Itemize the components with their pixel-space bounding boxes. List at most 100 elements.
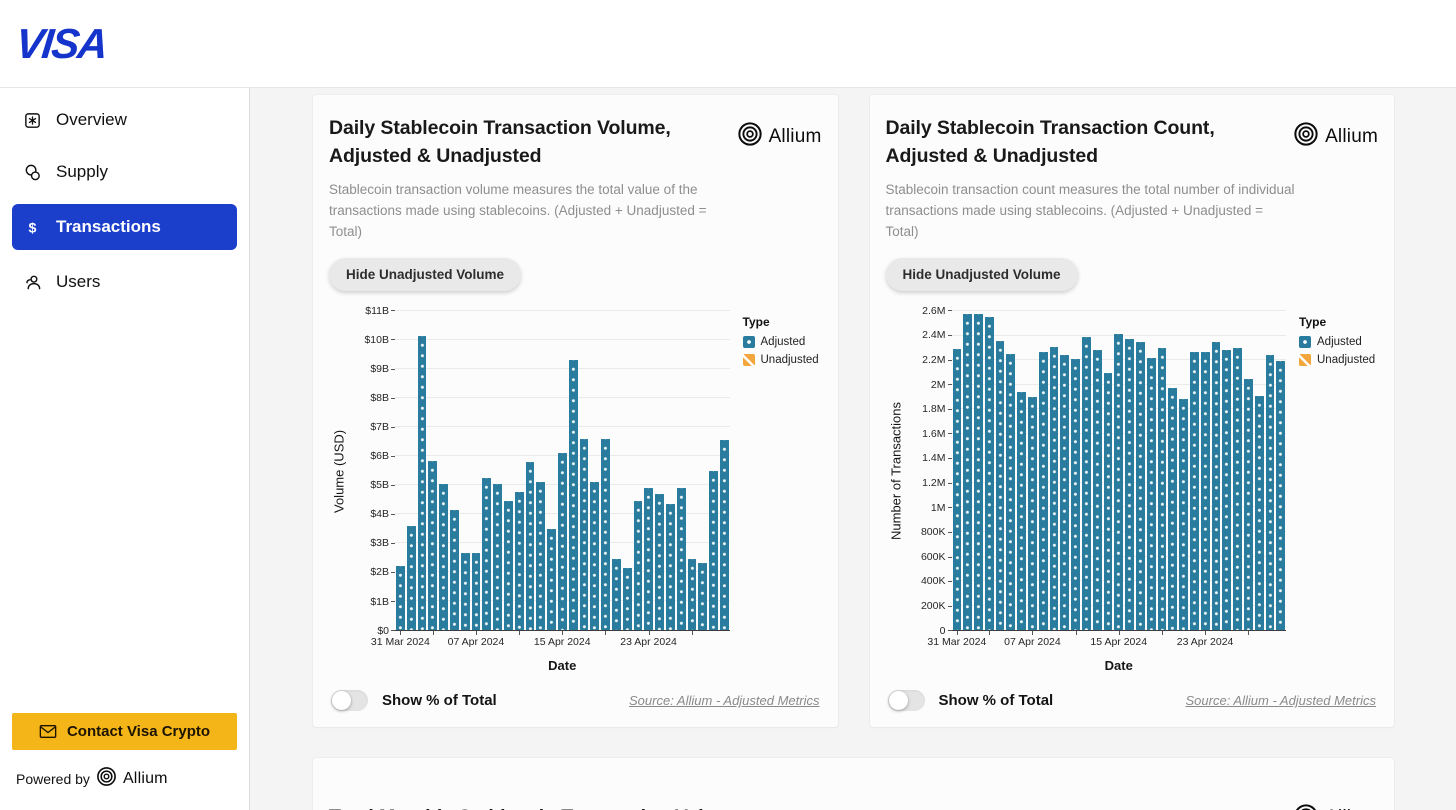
contact-visa-crypto-button[interactable]: Contact Visa Crypto: [12, 713, 237, 750]
legend-label: Adjusted: [1317, 336, 1362, 349]
bar-adjusted[interactable]: [676, 488, 686, 631]
legend-item-adjusted[interactable]: Adjusted: [742, 336, 822, 349]
y-axis-title: Volume (USD): [331, 429, 347, 513]
plot-area: [395, 310, 730, 632]
bar-adjusted[interactable]: [439, 483, 448, 631]
bar-adjusted[interactable]: [1006, 354, 1016, 631]
show-percent-toggle[interactable]: [887, 690, 925, 711]
unadjusted-swatch-icon: [1299, 354, 1311, 367]
bar-adjusted[interactable]: [633, 501, 643, 631]
legend-title: Type: [1299, 315, 1327, 330]
bar-adjusted[interactable]: [493, 483, 502, 631]
bar-adjusted[interactable]: [611, 559, 621, 631]
bar-adjusted[interactable]: [952, 349, 962, 631]
x-tick-mark: [989, 631, 991, 636]
source-link[interactable]: Source: Allium - Adjusted Metrics: [1185, 693, 1377, 708]
x-tick-label: 23 Apr 2024: [620, 636, 677, 649]
bar-adjusted[interactable]: [1114, 334, 1124, 631]
bar-adjusted[interactable]: [655, 493, 664, 631]
bar-adjusted[interactable]: [1136, 341, 1145, 631]
bar-adjusted[interactable]: [644, 488, 654, 631]
sidebar-item-supply[interactable]: Supply: [12, 152, 237, 192]
bar-adjusted[interactable]: [1103, 372, 1113, 631]
bar-adjusted[interactable]: [590, 482, 600, 631]
bar-adjusted[interactable]: [1254, 395, 1264, 631]
bar-adjusted[interactable]: [525, 461, 535, 631]
bar-adjusted[interactable]: [1049, 346, 1059, 631]
x-axis-area: 31 Mar 2024 07 Apr 2024 15 Apr 2024 23 Apr …: [371, 631, 730, 649]
hide-unadjusted-button[interactable]: Hide Unadjusted Volume: [885, 258, 1078, 292]
bar-adjusted[interactable]: [1168, 388, 1178, 631]
y-tick-label: 1.6M: [922, 429, 952, 440]
bar-adjusted[interactable]: [687, 559, 697, 631]
bar-adjusted[interactable]: [709, 470, 718, 631]
bar-adjusted[interactable]: [1028, 397, 1037, 631]
x-axis-title: Date: [548, 658, 577, 674]
bar-adjusted[interactable]: [719, 440, 729, 631]
bar-adjusted[interactable]: [963, 313, 973, 631]
bar-adjusted[interactable]: [471, 553, 481, 631]
bar-adjusted[interactable]: [557, 453, 567, 631]
bar-adjusted[interactable]: [536, 482, 546, 631]
sidebar-nav: Overview Supply $ Transactions Users: [0, 88, 249, 302]
bar-adjusted[interactable]: [1082, 336, 1091, 631]
adjusted-swatch-icon: [1299, 336, 1311, 349]
card-description: Stablecoin transaction volume measures t…: [329, 182, 707, 240]
bar-adjusted[interactable]: [503, 501, 513, 631]
bar-adjusted[interactable]: [1146, 357, 1156, 631]
bar-adjusted[interactable]: [460, 553, 470, 631]
bar-adjusted[interactable]: [601, 438, 610, 631]
bar-adjusted[interactable]: [1092, 350, 1102, 631]
bar-adjusted[interactable]: [406, 525, 416, 631]
bar-adjusted[interactable]: [1276, 361, 1286, 631]
bar-adjusted[interactable]: [428, 460, 438, 631]
legend-label: Unadjusted: [1317, 354, 1376, 367]
legend-item-unadjusted[interactable]: Unadjusted: [1299, 354, 1378, 367]
x-tick-label: 23 Apr 2024: [1176, 636, 1234, 649]
bar-adjusted[interactable]: [568, 360, 578, 631]
chart-legend: Type Adjusted Unadjusted: [730, 311, 822, 631]
bar-adjusted[interactable]: [1233, 347, 1243, 631]
show-percent-toggle[interactable]: [331, 690, 368, 711]
sidebar-item-overview[interactable]: Overview: [12, 100, 237, 140]
x-tick-mark: [519, 631, 521, 636]
bar-adjusted[interactable]: [665, 504, 675, 631]
bar-adjusted[interactable]: [1071, 359, 1081, 631]
bar-adjusted[interactable]: [514, 492, 524, 631]
bar-adjusted[interactable]: [1179, 399, 1189, 631]
bar-adjusted[interactable]: [396, 566, 405, 631]
legend-item-unadjusted[interactable]: Unadjusted: [742, 354, 822, 367]
bar-adjusted[interactable]: [984, 317, 994, 631]
unadjusted-swatch-icon: [742, 354, 755, 367]
legend-item-adjusted[interactable]: Adjusted: [1299, 336, 1378, 349]
bar-adjusted[interactable]: [1017, 392, 1027, 631]
sidebar-item-transactions[interactable]: $ Transactions: [12, 204, 237, 250]
y-tick-label: 400K: [921, 576, 952, 587]
bar-adjusted[interactable]: [579, 438, 589, 631]
bar-adjusted[interactable]: [1125, 339, 1135, 631]
bar-adjusted[interactable]: [1157, 347, 1167, 631]
bar-adjusted[interactable]: [1222, 350, 1232, 631]
bar-adjusted[interactable]: [1244, 378, 1253, 631]
bar-adjusted[interactable]: [974, 313, 983, 631]
bar-adjusted[interactable]: [482, 477, 492, 631]
bar-adjusted[interactable]: [1200, 351, 1210, 631]
bar-adjusted[interactable]: [622, 567, 632, 631]
bar-adjusted[interactable]: [1038, 351, 1048, 631]
bar-adjusted[interactable]: [547, 528, 556, 631]
bar-adjusted[interactable]: [1190, 351, 1199, 631]
users-icon: [22, 272, 42, 292]
sidebar-item-users[interactable]: Users: [12, 262, 237, 302]
allium-wordmark: Allium: [1325, 807, 1378, 810]
sidebar-bottom: Contact Visa Crypto Powered by Allium: [0, 713, 249, 810]
bar-adjusted[interactable]: [417, 335, 427, 631]
bar-adjusted[interactable]: [698, 563, 708, 631]
bar-adjusted[interactable]: [995, 340, 1005, 631]
y-tick-label: $4B: [370, 509, 395, 520]
source-link[interactable]: Source: Allium - Adjusted Metrics: [629, 693, 820, 708]
bar-adjusted[interactable]: [449, 509, 459, 631]
bar-adjusted[interactable]: [1265, 355, 1275, 631]
bar-adjusted[interactable]: [1060, 355, 1070, 631]
hide-unadjusted-button[interactable]: Hide Unadjusted Volume: [329, 258, 522, 292]
bar-adjusted[interactable]: [1211, 341, 1221, 631]
